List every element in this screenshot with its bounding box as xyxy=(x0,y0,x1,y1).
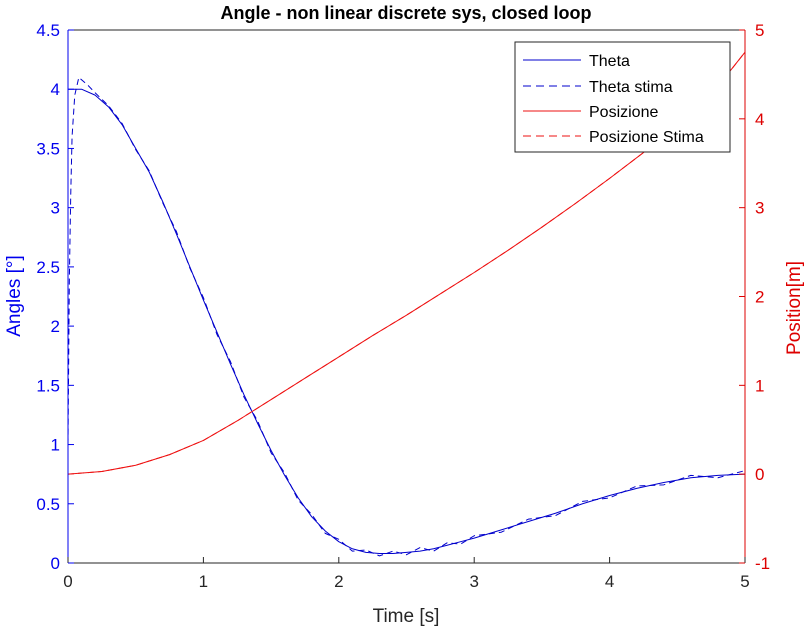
left-y-tick-label: 0 xyxy=(51,554,60,573)
left-y-tick-label: 4 xyxy=(51,80,60,99)
left-y-tick-label: 3 xyxy=(51,199,60,218)
legend-label-posizione-stima: Posizione Stima xyxy=(589,129,704,146)
series-line-theta-stima xyxy=(67,76,746,557)
left-y-tick-label: 0.5 xyxy=(36,495,60,514)
series-line-theta xyxy=(68,88,746,555)
left-y-tick-group: 0 0.5 1 1.5 2 2.5 3 3.5 4 4.5 xyxy=(36,21,74,573)
left-y-tick-label: 2.5 xyxy=(36,258,60,277)
series-layer xyxy=(67,51,746,557)
left-y-tick-label: 4.5 xyxy=(36,21,60,40)
left-y-axis-label: Angles [°] xyxy=(4,255,25,337)
left-y-tick-label: 1.5 xyxy=(36,376,60,395)
right-y-tick-label: 3 xyxy=(755,199,764,218)
x-tick-label: 5 xyxy=(740,572,749,591)
right-y-tick-label: 2 xyxy=(755,288,764,307)
x-tick-label: 4 xyxy=(605,572,614,591)
right-y-tick-label: 5 xyxy=(755,21,764,40)
left-y-tick-label: 1 xyxy=(51,436,60,455)
series-line-posizione-stima xyxy=(67,51,746,475)
x-tick-group: 0 1 2 3 4 5 xyxy=(63,557,750,591)
legend-label-theta: Theta xyxy=(589,53,630,70)
x-tick-label: 2 xyxy=(334,572,343,591)
right-y-tick-label: 1 xyxy=(755,376,764,395)
x-axis-label: Time [s] xyxy=(373,606,440,627)
left-y-tick-label: 3.5 xyxy=(36,139,60,158)
right-y-tick-label: 0 xyxy=(755,465,764,484)
x-tick-label: 0 xyxy=(63,572,72,591)
right-y-axis-label: Position[m] xyxy=(784,261,805,355)
left-y-tick-label: 2 xyxy=(51,317,60,336)
x-tick-label: 3 xyxy=(469,572,478,591)
x-tick-label: 1 xyxy=(199,572,208,591)
right-y-tick-group: -1 0 1 2 3 4 5 xyxy=(739,21,770,573)
legend-label-theta-stima: Theta stima xyxy=(589,79,673,96)
chart-title: Angle - non linear discrete sys, closed … xyxy=(220,3,591,23)
right-y-tick-label: -1 xyxy=(755,554,770,573)
legend-label-posizione: Posizione xyxy=(589,104,658,121)
legend: Theta Theta stima Posizione Posizione St… xyxy=(514,41,731,153)
right-y-tick-label: 4 xyxy=(755,110,764,129)
